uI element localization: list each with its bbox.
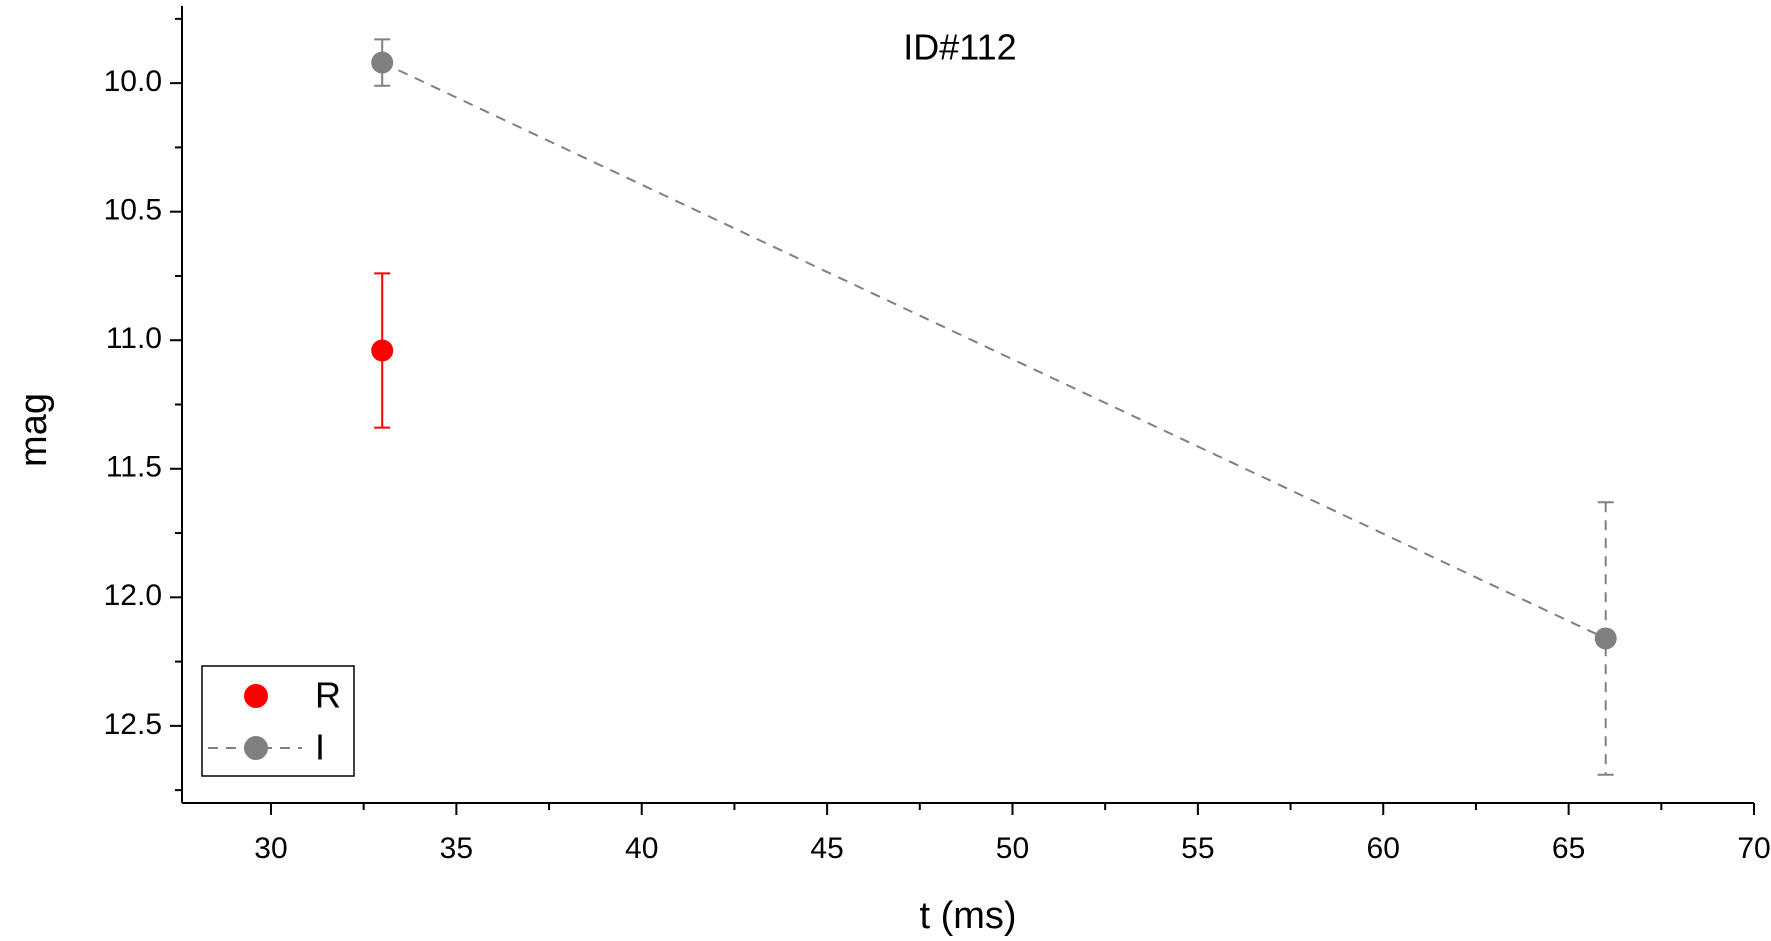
x-tick-label: 35 — [440, 832, 473, 865]
x-tick-label: 55 — [1181, 832, 1214, 865]
x-tick-label: 60 — [1367, 832, 1400, 865]
y-tick-label: 11.0 — [106, 322, 162, 355]
y-tick-label: 12.0 — [104, 579, 162, 612]
x-tick-label: 50 — [996, 832, 1029, 865]
legend-label: R — [315, 675, 341, 716]
y-tick-label: 12.5 — [104, 708, 162, 741]
x-axis-label: t (ms) — [919, 895, 1016, 937]
y-tick-label: 10.5 — [104, 194, 162, 227]
x-tick-label: 45 — [810, 832, 843, 865]
legend-marker — [244, 736, 268, 760]
legend-label: I — [315, 727, 325, 768]
legend-box — [201, 665, 355, 777]
y-tick-label: 11.5 — [106, 451, 162, 484]
series-line — [381, 61, 1607, 640]
y-axis-label: mag — [13, 393, 55, 467]
point — [371, 51, 394, 74]
point — [371, 339, 394, 362]
legend-marker — [244, 684, 268, 708]
x-tick-label: 65 — [1552, 832, 1585, 865]
x-tick-label: 40 — [625, 832, 658, 865]
y-tick-label: 10.0 — [104, 65, 162, 98]
point — [1594, 627, 1617, 650]
x-tick-label: 30 — [254, 832, 287, 865]
chart-title: ID#112 — [903, 27, 1016, 68]
x-tick-label: 70 — [1737, 832, 1770, 865]
